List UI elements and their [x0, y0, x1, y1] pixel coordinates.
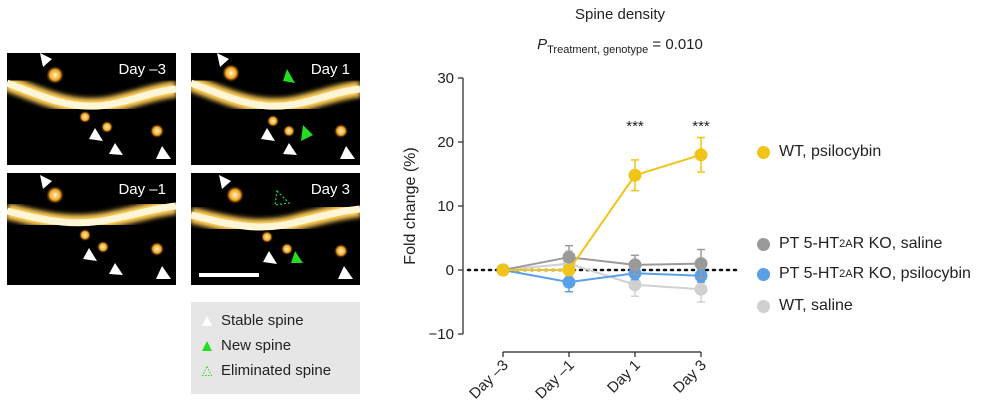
y-tick-label: 0	[446, 262, 454, 279]
x-tick-label: Day 3	[670, 357, 710, 397]
new-spine-arrow	[283, 69, 295, 83]
y-tick-label: 30	[437, 70, 454, 87]
stable-spine-arrow	[109, 263, 123, 275]
y-tick-label: −10	[429, 326, 454, 343]
series-swatch	[757, 237, 770, 251]
dendrite-image	[7, 53, 176, 159]
dendrite-image	[191, 53, 360, 159]
eliminated-spine-icon	[201, 364, 213, 376]
micrograph-day-1: Day 1	[191, 53, 360, 165]
series-swatch	[757, 299, 770, 313]
stable-spine-arrow	[340, 146, 355, 159]
data-point	[562, 275, 576, 289]
micrograph-day-3: Day 3	[191, 173, 360, 285]
data-point	[694, 148, 708, 162]
stable-spine-arrow	[89, 128, 103, 141]
y-tick-label: 20	[437, 134, 454, 151]
series-line	[502, 262, 702, 291]
data-point	[496, 263, 510, 277]
legend-wt-saline: WT, saline	[757, 297, 853, 315]
micrograph-day-minus1: Day –1	[7, 173, 176, 285]
stat-annotation: PTreatment, genotype = 0.010	[537, 36, 703, 56]
dendrite-image	[191, 175, 360, 279]
significance-marker: ***	[692, 118, 710, 135]
stable-spine-arrow	[40, 53, 52, 67]
scale-bar	[199, 273, 259, 277]
legend-ko-saline: PT 5-HT 2A R KO, saline	[757, 235, 942, 253]
x-tick-label: Day 1	[604, 357, 644, 397]
data-point	[694, 282, 708, 296]
x-tick-label: Day –1	[532, 357, 578, 400]
stable-spine-icon	[202, 315, 212, 326]
series-swatch	[757, 267, 770, 281]
stable-spine-arrow	[156, 146, 171, 159]
series-line	[502, 269, 702, 284]
spine-legend: Stable spine New spine Eliminated spine	[191, 302, 360, 394]
stable-spine-arrow	[219, 175, 231, 189]
legend-stable: Stable spine	[201, 312, 304, 329]
data-point	[562, 250, 576, 264]
panel-day-label: Day –1	[118, 181, 166, 198]
micrograph-day-minus3: Day –3	[7, 53, 176, 165]
series-swatch	[757, 145, 770, 159]
series-line	[502, 256, 702, 271]
legend-eliminated: Eliminated spine	[201, 362, 331, 379]
new-spine-icon	[202, 340, 212, 351]
stable-spine-arrow	[109, 143, 123, 155]
series-line	[503, 153, 702, 271]
data-point	[562, 263, 576, 277]
stable-spine-arrow	[263, 251, 277, 264]
legend-new: New spine	[201, 337, 291, 354]
panel-day-label: Day 1	[310, 61, 350, 78]
y-tick-label: 10	[437, 198, 454, 215]
stable-spine-arrow	[40, 175, 52, 189]
stable-spine-arrow	[283, 143, 297, 155]
stable-spine-arrow	[83, 248, 97, 261]
panel-day-label: Day –3	[118, 61, 166, 78]
data-point	[628, 168, 642, 182]
stable-spine-arrow	[261, 128, 275, 141]
data-point	[694, 257, 708, 271]
x-tick-label: Day –3	[466, 357, 512, 400]
stable-spine-arrow	[156, 266, 171, 279]
new-spine-arrow	[301, 125, 313, 141]
chart-title: Spine density	[574, 6, 666, 23]
data-point	[628, 278, 642, 292]
significance-marker: ***	[626, 118, 644, 135]
panel-day-label: Day 3	[310, 181, 350, 198]
eliminated-spine-arrow	[274, 189, 291, 206]
stable-spine-arrow	[338, 266, 353, 279]
data-point	[628, 258, 642, 272]
y-axis-label: Fold change (%)	[402, 147, 419, 264]
stable-spine-arrow	[217, 53, 229, 67]
dendrite-image	[7, 175, 176, 279]
new-spine-arrow	[291, 251, 303, 263]
legend-ko-psilocybin: PT 5-HT 2A R KO, psilocybin	[757, 265, 971, 283]
legend-wt-psilocybin: WT, psilocybin	[757, 143, 881, 161]
